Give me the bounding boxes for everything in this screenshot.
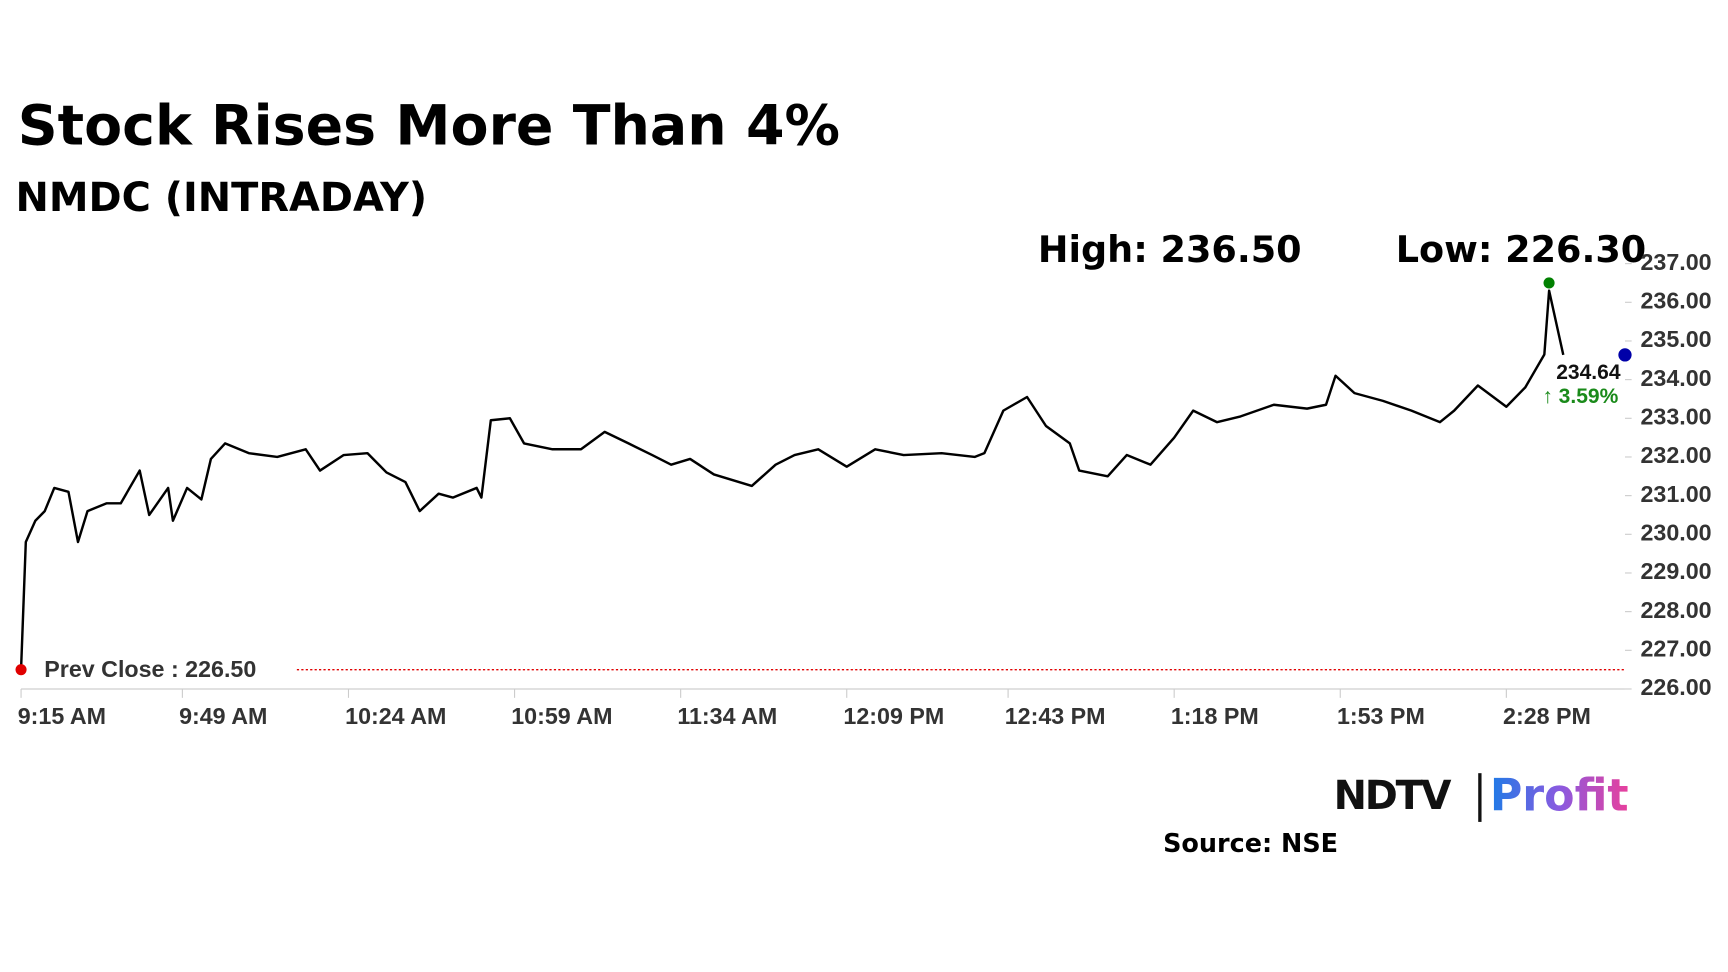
x-tick-label: 12:43 PM	[1005, 703, 1106, 729]
y-tick-label: 228.00	[1640, 597, 1711, 623]
low-label: Low: 226.30	[1396, 228, 1647, 271]
current-change: ↑ 3.59%	[1542, 385, 1618, 408]
current-dot	[1618, 348, 1632, 362]
x-tick-label: 9:49 AM	[179, 703, 267, 729]
y-tick-label: 233.00	[1640, 403, 1711, 429]
y-tick-label: 237.00	[1640, 249, 1711, 275]
prev-close-dot	[15, 664, 27, 676]
chart-title: Stock Rises More Than 4%	[18, 95, 840, 159]
logo-brand: NDTV	[1334, 773, 1452, 819]
y-tick-label: 226.00	[1640, 674, 1711, 700]
high-dot	[1543, 277, 1555, 289]
y-tick-label: 231.00	[1640, 481, 1711, 507]
y-tick-label: 229.00	[1640, 558, 1711, 584]
x-tick-label: 1:18 PM	[1171, 703, 1259, 729]
source: Source: NSE	[1163, 829, 1338, 859]
x-tick-label: 9:15 AM	[18, 703, 106, 729]
y-tick-label: 236.00	[1640, 287, 1711, 313]
x-tick-label: 12:09 PM	[843, 703, 944, 729]
x-tick-label: 11:34 AM	[677, 703, 777, 729]
x-tick-label: 2:28 PM	[1503, 703, 1591, 729]
y-tick-label: 227.00	[1640, 635, 1711, 661]
y-tick-label: 234.00	[1640, 365, 1711, 391]
prev-close-label: Prev Close : 226.50	[44, 656, 256, 682]
y-tick-label: 232.00	[1640, 442, 1711, 468]
y-tick-label: 230.00	[1640, 519, 1711, 545]
chart-subtitle: NMDC (INTRADAY)	[16, 175, 428, 221]
current-value: 234.64	[1556, 361, 1621, 384]
x-tick-label: 1:53 PM	[1337, 703, 1425, 729]
x-tick-label: 10:59 AM	[511, 703, 612, 729]
price-line	[19, 289, 1565, 670]
x-tick-label: 10:24 AM	[345, 703, 446, 729]
logo-product: Profit	[1490, 771, 1629, 822]
high-label: High: 236.50	[1038, 228, 1302, 271]
y-tick-label: 235.00	[1640, 326, 1711, 352]
